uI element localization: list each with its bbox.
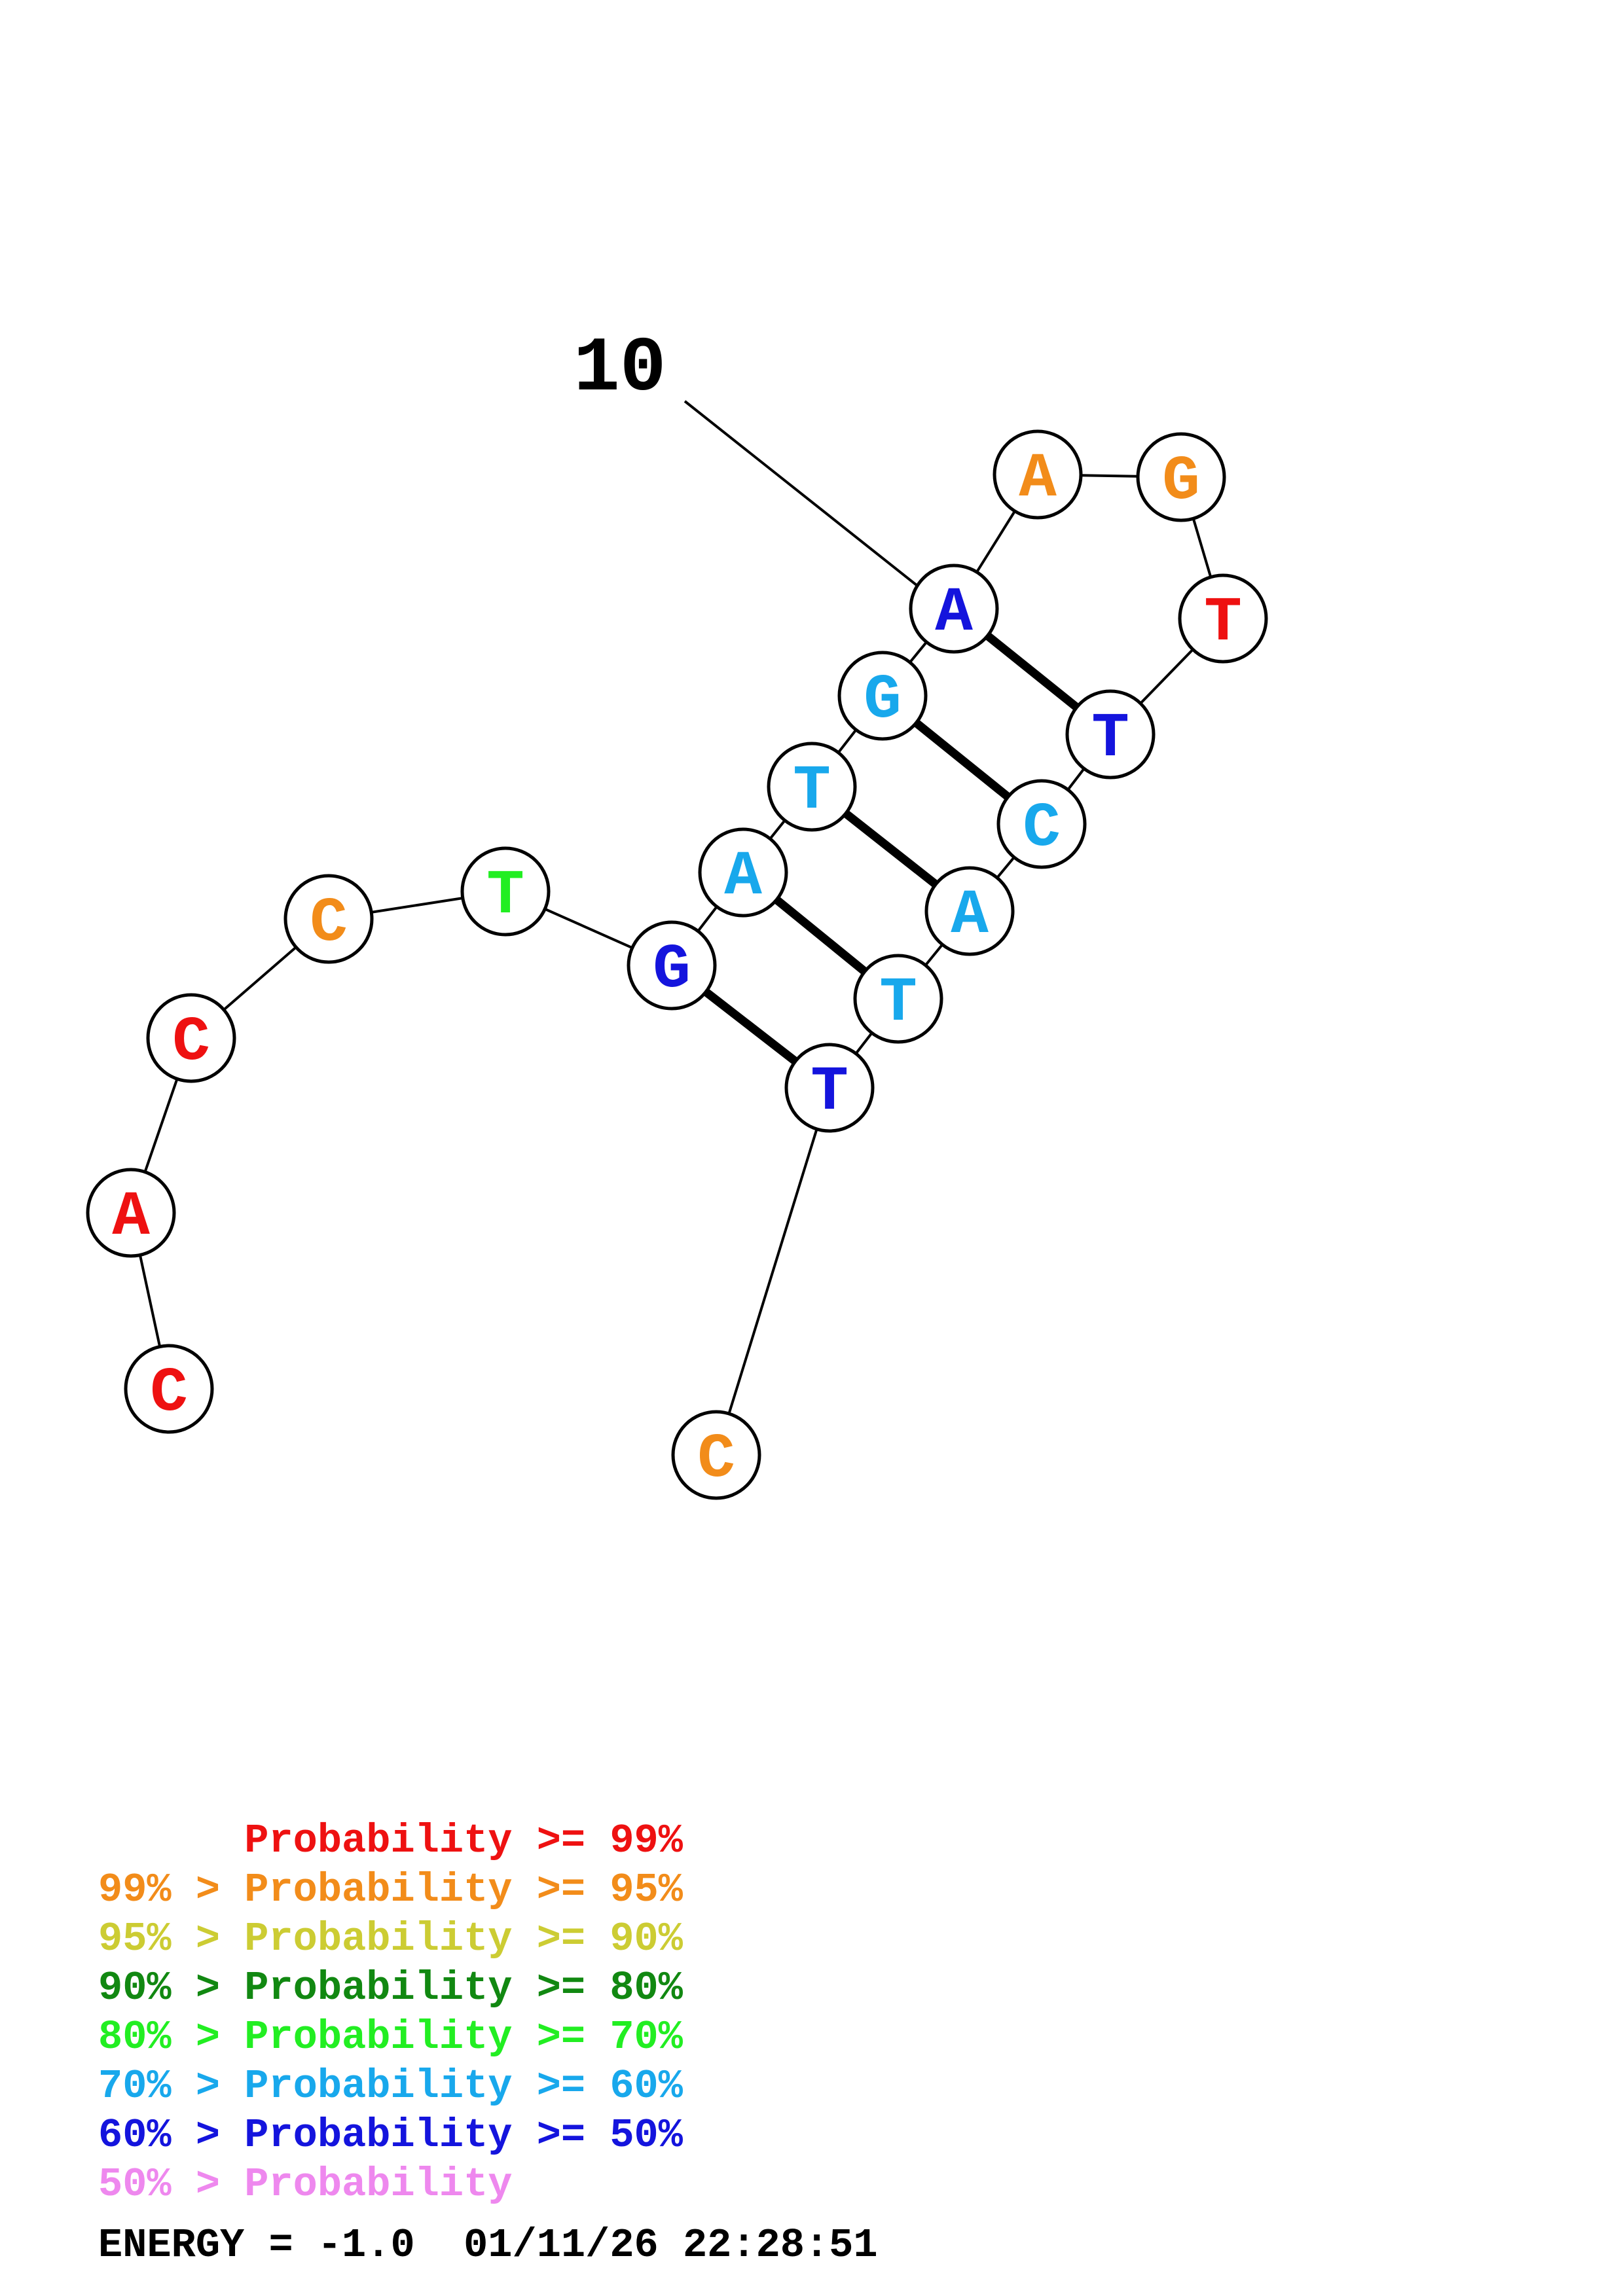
- nucleotide-13: T: [1178, 573, 1268, 664]
- nucleotide-circle: [460, 846, 551, 937]
- nucleotide-base-label: A: [935, 577, 973, 649]
- nucleotide-circle: [671, 1410, 761, 1500]
- legend-row-3: 95% > Probability >= 90%: [98, 1916, 683, 1962]
- nucleotide-circle: [767, 742, 857, 832]
- nucleotide-17: T: [853, 954, 943, 1044]
- nucleotide-circle: [1136, 432, 1226, 522]
- nucleotide-12: G: [1136, 432, 1226, 522]
- nucleotide-3: C: [146, 993, 236, 1083]
- nucleotide-11: A: [993, 429, 1083, 520]
- nucleotide-circle: [837, 651, 928, 741]
- nucleotide-1: C: [124, 1344, 214, 1434]
- nucleotide-18: T: [784, 1043, 875, 1133]
- legend-row-6: 70% > Probability >= 60%: [98, 2063, 683, 2109]
- nucleotide-9: G: [837, 651, 928, 741]
- legend-row-7: 60% > Probability >= 50%: [98, 2112, 683, 2159]
- nucleotide-circle: [924, 866, 1015, 956]
- nucleotide-base-label: C: [310, 888, 348, 959]
- nucleotide-base-label: T: [486, 860, 524, 931]
- backbone-link-18-19: [715, 1087, 831, 1456]
- nucleotide-base-label: C: [150, 1357, 188, 1429]
- nucleotide-base-label: C: [697, 1424, 735, 1495]
- nucleotide-circle: [993, 429, 1083, 520]
- nucleotide-base-label: A: [112, 1181, 150, 1253]
- legend-row-1: Probability >= 99%: [98, 1818, 683, 1864]
- nucleotide-circle: [124, 1344, 214, 1434]
- nucleotide-10: A: [909, 564, 999, 654]
- nucleotide-base-label: A: [724, 841, 762, 912]
- nucleotide-2: A: [86, 1168, 176, 1258]
- nucleotide-circle: [996, 779, 1087, 869]
- nucleotide-circle: [698, 827, 788, 918]
- nucleotide-base-label: T: [811, 1056, 848, 1128]
- legend-row-5: 80% > Probability >= 70%: [98, 2014, 683, 2060]
- nucleotide-7: A: [698, 827, 788, 918]
- nucleotide-circle: [146, 993, 236, 1083]
- nucleotide-base-label: A: [951, 880, 989, 951]
- nucleotide-base-label: C: [1023, 793, 1061, 864]
- nucleotide-circle: [784, 1043, 875, 1133]
- nucleotide-base-label: T: [1204, 587, 1242, 658]
- probability-legend: Probability >= 99% 99% > Probability >= 9…: [98, 1816, 683, 2209]
- legend-row-8: 50% > Probability: [98, 2161, 513, 2208]
- nucleotide-circle: [1178, 573, 1268, 664]
- nucleotide-circle: [909, 564, 999, 654]
- nucleotide-15: C: [996, 779, 1087, 869]
- nucleotide-19: C: [671, 1410, 761, 1500]
- nucleotide-16: A: [924, 866, 1015, 956]
- nucleotide-base-label: T: [1091, 703, 1129, 774]
- nucleotide-base-label: G: [653, 934, 691, 1005]
- energy-footer: ENERGY = -1.0 01/11/26 22:28:51: [98, 2222, 878, 2269]
- nucleotide-base-label: G: [864, 664, 902, 736]
- legend-row-4: 90% > Probability >= 80%: [98, 1965, 683, 2011]
- nucleotide-5: T: [460, 846, 551, 937]
- legend-row-2: 99% > Probability >= 95%: [98, 1867, 683, 1913]
- nucleotide-4: C: [283, 874, 374, 964]
- nucleotide-circle: [283, 874, 374, 964]
- nucleotide-circle: [853, 954, 943, 1044]
- position-10-pointer: [684, 400, 918, 586]
- nucleotide-base-label: C: [172, 1007, 210, 1078]
- nucleotide-6: G: [627, 920, 717, 1011]
- nucleotide-14: T: [1065, 689, 1156, 780]
- nucleotide-base-label: T: [793, 755, 831, 827]
- nucleotide-base-label: G: [1162, 446, 1200, 517]
- nucleotide-8: T: [767, 742, 857, 832]
- nucleotide-circle: [1065, 689, 1156, 780]
- nucleotide-circle: [86, 1168, 176, 1258]
- position-label-10: 10: [574, 326, 666, 413]
- nucleotide-circle: [627, 920, 717, 1011]
- nucleotide-base-label: A: [1019, 443, 1057, 514]
- nucleotide-base-label: T: [879, 967, 917, 1039]
